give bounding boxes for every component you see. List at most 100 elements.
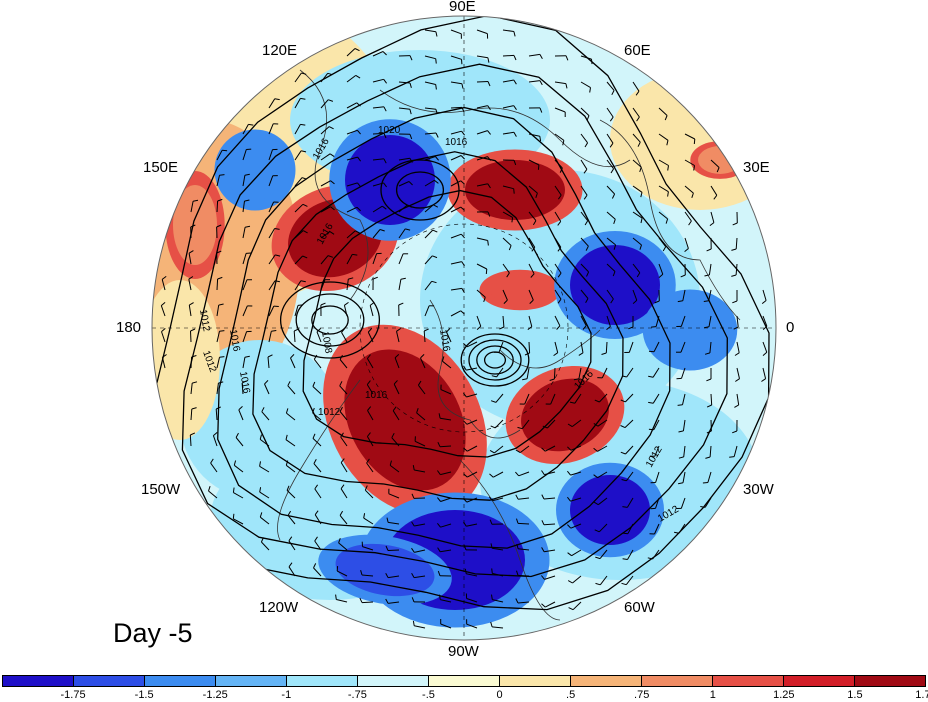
wind-barb: [364, 489, 374, 499]
wind-barb: [502, 289, 508, 301]
wind-barb: [708, 289, 712, 301]
isobar-low: [468, 339, 522, 381]
wind-barb-flag: [487, 156, 491, 161]
wind-barb: [519, 445, 530, 454]
wind-barb-flag: [691, 192, 694, 198]
wind-barb-flag: [678, 456, 684, 459]
wind-barb-flag: [664, 115, 668, 121]
wind-barb-flag: [703, 300, 709, 302]
wind-barb-flag: [516, 570, 519, 576]
wind-barb-flag: [356, 102, 361, 107]
wind-barb-flag: [409, 134, 413, 140]
wind-barb-flag: [586, 115, 590, 121]
wind-barb-flag: [259, 461, 261, 467]
wind-barb-flag: [491, 594, 493, 600]
wind-barb: [466, 393, 478, 398]
wind-barb: [417, 384, 426, 395]
wind-barb: [570, 497, 582, 502]
colorbar-cell: [500, 676, 571, 686]
wind-barb-flag: [383, 158, 387, 164]
wind-barb-flag: [732, 222, 738, 226]
wind-barb: [372, 158, 384, 161]
wind-barb: [606, 211, 616, 220]
wind-barb: [502, 131, 514, 135]
wind-barb: [372, 106, 384, 109]
wind-barb: [372, 205, 383, 213]
wind-barb-flag: [259, 512, 263, 518]
wind-barb-flag: [219, 356, 225, 358]
wind-barb: [312, 438, 322, 447]
wind-barb-flag: [677, 404, 683, 406]
wind-barb-flag: [578, 352, 584, 356]
wind-barb-flag: [267, 354, 273, 358]
wind-barb: [684, 211, 692, 222]
wind-barb: [440, 623, 452, 629]
wind-barb: [502, 29, 514, 32]
wind-barb-flag: [460, 180, 465, 185]
wind-barb-flag: [356, 206, 361, 212]
wind-barb: [450, 233, 462, 239]
isobar-low: [311, 305, 349, 335]
wind-barb-flag: [621, 375, 627, 378]
wind-barb: [476, 237, 488, 241]
lon-label-30w: 30W: [743, 481, 774, 498]
wind-barb-flag: [312, 381, 316, 387]
wind-barb: [528, 53, 540, 57]
wind-barb: [372, 253, 378, 265]
wind-barb-flag: [513, 79, 517, 85]
wind-barb-flag: [716, 167, 720, 173]
wind-barb-flag: [241, 380, 247, 384]
wind-barb-flag: [762, 325, 768, 330]
wind-barb-flag: [392, 406, 397, 412]
colorbar-tick-label: -1.75: [60, 689, 86, 701]
wind-barb-flag: [330, 180, 335, 185]
wind-barb: [597, 471, 608, 479]
wind-barb-flag: [215, 406, 222, 410]
wind-barb-flag: [287, 381, 291, 386]
wind-barb-flag: [593, 474, 598, 479]
wind-barb-flag: [666, 140, 669, 146]
wind-barb-flag: [259, 487, 262, 493]
wind-barb-flag: [312, 407, 315, 414]
wind-barb: [398, 157, 410, 161]
wind-barb: [268, 228, 276, 239]
wind-barb: [268, 98, 276, 109]
wind-barb-flag: [409, 157, 413, 163]
isobar: [252, 151, 624, 501]
wind-barb: [346, 254, 353, 265]
wind-barb: [346, 156, 358, 161]
wind-barb: [496, 367, 504, 378]
wind-barb-flag: [416, 408, 419, 414]
wind-barb-flag: [700, 506, 706, 508]
wind-barb-flag: [329, 231, 335, 235]
wind-barb-flag: [161, 328, 166, 332]
wind-barb-flag: [612, 271, 616, 277]
wind-barb-flag: [300, 97, 306, 100]
wind-barb-flag: [535, 192, 538, 198]
wind-barb: [424, 229, 434, 239]
wind-barb-flag: [530, 273, 535, 278]
wind-barb-flag: [274, 280, 280, 283]
wind-barb-flag: [285, 408, 289, 414]
wind-barb: [294, 230, 304, 239]
colorbar-cell: [784, 676, 855, 686]
wind-barb-flag: [411, 573, 415, 578]
wind-barb: [554, 81, 566, 85]
wind-barb-flag: [327, 72, 333, 76]
wind-barb: [414, 549, 426, 553]
positive-anomaly: [465, 160, 565, 220]
wind-barb-flag: [706, 248, 712, 252]
wind-barb-flag: [487, 183, 491, 189]
wind-barb-flag: [567, 580, 573, 584]
wind-barb: [216, 278, 219, 291]
wind-barb-flag: [193, 199, 199, 202]
lon-label-90w: 90W: [448, 643, 479, 660]
wind-barb-flag: [352, 253, 358, 256]
wind-barb: [467, 471, 478, 478]
lon-label-150w: 150W: [141, 481, 181, 498]
wind-barb-flag: [636, 116, 640, 122]
wind-barb-flag: [628, 326, 634, 330]
wind-barb: [423, 330, 426, 343]
wind-barb-flag: [487, 105, 491, 111]
wind-barb-flag: [286, 485, 290, 491]
